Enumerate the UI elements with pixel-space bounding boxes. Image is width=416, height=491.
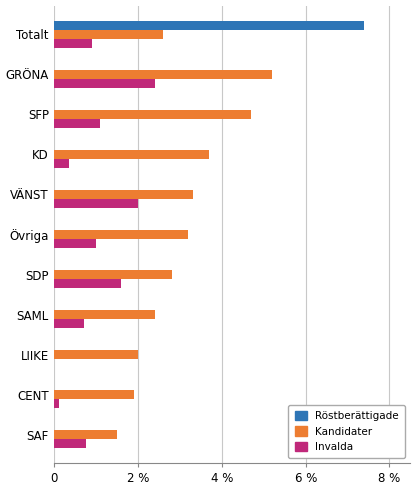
- Bar: [54, 270, 172, 279]
- Bar: [54, 319, 84, 327]
- Bar: [54, 110, 251, 119]
- Bar: [54, 230, 188, 239]
- Bar: [54, 119, 100, 128]
- Bar: [54, 439, 86, 448]
- Bar: [54, 279, 121, 288]
- Bar: [54, 159, 69, 167]
- Bar: [54, 399, 59, 408]
- Bar: [54, 79, 155, 87]
- Bar: [54, 239, 96, 247]
- Bar: [54, 39, 92, 48]
- Bar: [54, 70, 272, 79]
- Bar: [54, 199, 138, 208]
- Bar: [54, 430, 117, 439]
- Bar: [54, 21, 364, 30]
- Bar: [54, 190, 193, 199]
- Bar: [54, 350, 138, 359]
- Bar: [54, 30, 163, 39]
- Legend: Röstberättigade, Kandidater, Invalda: Röstberättigade, Kandidater, Invalda: [288, 405, 405, 458]
- Bar: [54, 150, 209, 159]
- Bar: [54, 310, 155, 319]
- Bar: [54, 390, 134, 399]
